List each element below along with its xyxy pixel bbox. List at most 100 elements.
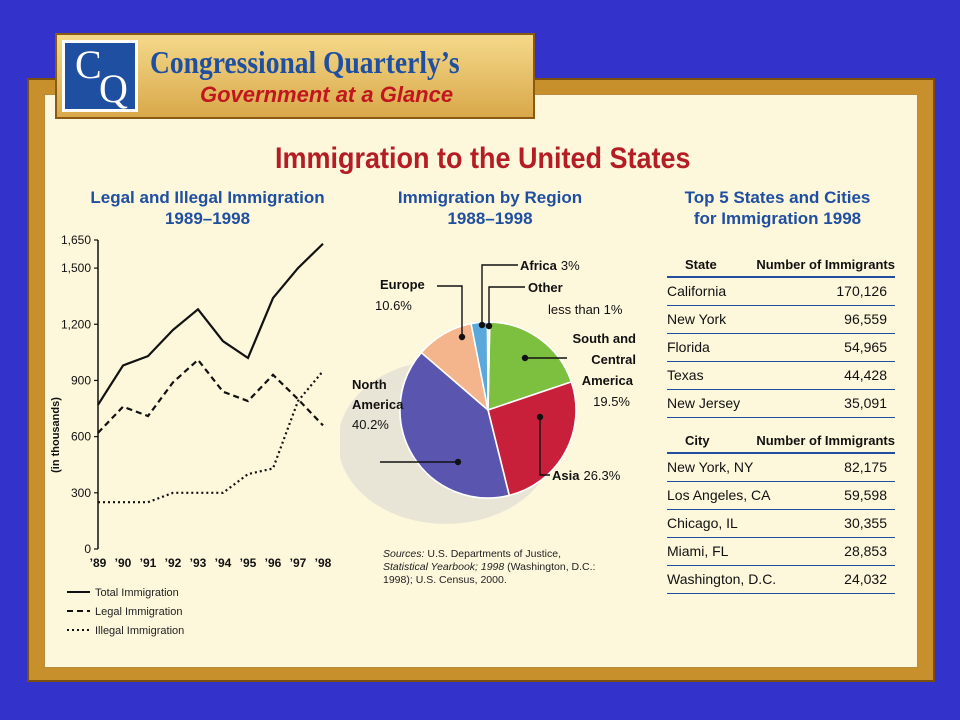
leader-dot-na <box>454 458 462 466</box>
cq-logo: C Q <box>62 40 138 112</box>
sources-line2: (Washington, D.C.: <box>504 561 596 573</box>
leader-dot-africa <box>478 321 486 329</box>
table-row: Texas 44,428 <box>667 362 895 390</box>
leader-africa <box>481 264 518 325</box>
africa-label: Africa <box>520 258 558 273</box>
city-col-header: City <box>685 433 710 448</box>
state-name: Florida <box>667 339 710 355</box>
y-tick-label: 1,500 <box>61 261 91 275</box>
table-row: Chicago, IL 30,355 <box>667 510 895 538</box>
states-table: State Number of Immigrants California 170… <box>667 254 895 418</box>
x-tick-label: ’95 <box>240 556 257 570</box>
x-tick-label: ’94 <box>215 556 232 570</box>
states-table-header: State Number of Immigrants <box>667 254 895 278</box>
x-tick-label: ’92 <box>165 556 182 570</box>
sources-note: Sources: U.S. Departments of Justice, St… <box>383 548 595 587</box>
city-count-col-header: Number of Immigrants <box>756 433 895 448</box>
sca-label-2: Central <box>591 352 636 367</box>
line-chart-title-line1: Legal and Illegal Immigration <box>90 188 325 207</box>
y-tick-label: 1,200 <box>61 317 91 331</box>
brand-subtitle: Government at a Glance <box>200 82 454 107</box>
leader-europe <box>437 285 463 337</box>
tables-title-line1: Top 5 States and Cities <box>684 188 871 207</box>
x-tick-label: ’89 <box>90 556 107 570</box>
state-name: California <box>667 283 727 299</box>
brand-title: Congressional Quarterly’s <box>150 44 460 80</box>
tables-title: Top 5 States and Cities for Immigration … <box>665 187 890 229</box>
sources-italic: Statistical Yearbook; 1998 <box>383 561 505 573</box>
state-name: Texas <box>667 367 704 383</box>
y-tick-label: 900 <box>71 373 91 387</box>
asia-label: Asia <box>552 468 580 483</box>
pie-chart-title-line2: 1988–1998 <box>447 209 533 228</box>
logo-letter-c: C <box>75 42 102 87</box>
other-pct: less than 1% <box>548 302 623 317</box>
city-count: 24,032 <box>844 571 887 587</box>
page-title: Immigration to the United States <box>275 142 691 175</box>
europe-pct: 10.6% <box>375 298 412 313</box>
state-count: 44,428 <box>844 367 887 383</box>
leader-other <box>488 286 525 326</box>
asia-pct: 26.3% <box>583 468 620 483</box>
sca-pct: 19.5% <box>593 394 630 409</box>
y-tick-label: 600 <box>71 430 91 444</box>
table-row: Washington, D.C. 24,032 <box>667 566 895 594</box>
table-row: New Jersey 35,091 <box>667 390 895 418</box>
city-count: 82,175 <box>844 459 887 475</box>
state-name: New Jersey <box>667 395 741 411</box>
pie-chart-title-line1: Immigration by Region <box>397 188 583 207</box>
pie-slice-south-and-central-america <box>487 321 573 412</box>
na-label-1: North <box>352 377 387 392</box>
table-row: New York 96,559 <box>667 306 895 334</box>
x-tick-label: ’97 <box>290 556 307 570</box>
series-line-legal-immigration <box>97 358 324 434</box>
sca-label-3: America <box>582 373 634 388</box>
pie-slice-asia <box>487 380 577 497</box>
x-tick-label: ’90 <box>115 556 132 570</box>
leader-dot-sca <box>521 354 529 362</box>
table-row: California 170,126 <box>667 278 895 306</box>
europe-label: Europe <box>380 277 425 292</box>
city-name: Washington, D.C. <box>667 571 777 587</box>
state-col-header: State <box>685 257 717 272</box>
city-count: 28,853 <box>844 543 887 559</box>
city-name: Los Angeles, CA <box>667 487 771 503</box>
y-tick-label: 0 <box>84 542 91 556</box>
pie-chart-title: Immigration by Region 1988–1998 <box>385 187 595 229</box>
city-name: New York, NY <box>667 459 754 475</box>
other-label: Other <box>528 280 563 295</box>
sources-label: Sources: <box>383 548 425 560</box>
x-tick-label: ’93 <box>190 556 207 570</box>
africa-pct: 3% <box>561 258 580 273</box>
series-line-total-immigration <box>97 242 324 406</box>
y-tick-label: 1,650 <box>61 233 91 247</box>
x-tick-label: ’96 <box>265 556 282 570</box>
state-name: New York <box>667 311 727 327</box>
leader-asia <box>539 417 550 476</box>
table-row: Miami, FL 28,853 <box>667 538 895 566</box>
legend-label: Total Immigration <box>95 587 179 599</box>
leader-dot-asia <box>536 413 544 421</box>
pie-chart: Africa 3% Other less than 1% Europe 10.6%… <box>340 258 636 524</box>
tables-title-line2: for Immigration 1998 <box>693 209 862 228</box>
table-row: Florida 54,965 <box>667 334 895 362</box>
state-count: 35,091 <box>844 395 887 411</box>
x-tick-label: ’91 <box>140 556 157 570</box>
line-chart-title: Legal and Illegal Immigration 1989–1998 <box>85 187 330 229</box>
state-count: 54,965 <box>844 339 887 355</box>
line-chart-title-line2: 1989–1998 <box>164 209 251 228</box>
table-row: New York, NY 82,175 <box>667 454 895 482</box>
sca-label-1: South and <box>572 331 636 346</box>
state-count-col-header: Number of Immigrants <box>756 257 895 272</box>
leader-dot-europe <box>458 333 466 341</box>
sources-line1: U.S. Departments of Justice, <box>424 548 561 560</box>
city-name: Chicago, IL <box>667 515 738 531</box>
city-count: 59,598 <box>844 487 887 503</box>
legend-label: Legal Immigration <box>95 606 182 618</box>
y-tick-label: 300 <box>71 486 91 500</box>
pie-label-africa: Africa 3% <box>520 258 580 273</box>
y-axis-label: (in thousands) <box>50 397 62 473</box>
logo-letter-q: Q <box>99 66 128 111</box>
na-pct: 40.2% <box>352 417 389 432</box>
cities-table: City Number of Immigrants New York, NY 82… <box>667 430 895 594</box>
